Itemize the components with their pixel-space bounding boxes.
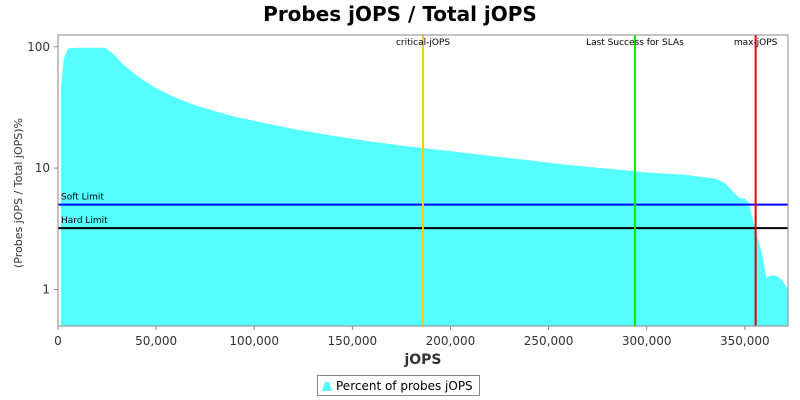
y-axis-label: (Probes jOPS / Total jOPS)% bbox=[12, 118, 25, 268]
legend-label: Percent of probes jOPS bbox=[336, 378, 473, 393]
area-series-0 bbox=[60, 47, 788, 327]
limit-line-label: Hard Limit bbox=[61, 216, 108, 226]
x-tick-label: 100,000 bbox=[229, 334, 279, 348]
x-tick-label: 200,000 bbox=[426, 334, 476, 348]
plot-border bbox=[57, 34, 789, 327]
x-tick-label: 50,000 bbox=[135, 334, 177, 348]
marker-label: critical-jOPS bbox=[396, 38, 450, 48]
x-tick-label: 250,000 bbox=[524, 334, 574, 348]
chart-title: Probes jOPS / Total jOPS bbox=[263, 2, 537, 26]
marker-label: max-jOPS bbox=[734, 38, 778, 48]
y-tick-label: 1 bbox=[42, 282, 50, 296]
y-axis: 1 10 100 bbox=[27, 40, 58, 296]
legend: Percent of probes jOPS bbox=[317, 375, 480, 396]
x-axis-label: jOPS bbox=[403, 352, 441, 368]
limit-line-label: Soft Limit bbox=[61, 193, 104, 203]
y-tick-label: 10 bbox=[35, 161, 50, 175]
x-axis: 0 50,000 100,000 150,000 200,000 250,000 300,0… bbox=[54, 326, 770, 348]
x-tick-label: 350,000 bbox=[720, 334, 770, 348]
legend-swatch-icon bbox=[322, 381, 332, 391]
y-tick-label: 100 bbox=[27, 40, 50, 54]
x-tick-label: 300,000 bbox=[622, 334, 672, 348]
x-tick-label: 150,000 bbox=[328, 334, 378, 348]
area-layer bbox=[60, 47, 788, 327]
vertical-markers-layer: critical-jOPS Last Success for SLAs max-jO… bbox=[396, 35, 778, 326]
marker-label: Last Success for SLAs bbox=[586, 38, 684, 48]
x-tick-label: 0 bbox=[54, 334, 62, 348]
